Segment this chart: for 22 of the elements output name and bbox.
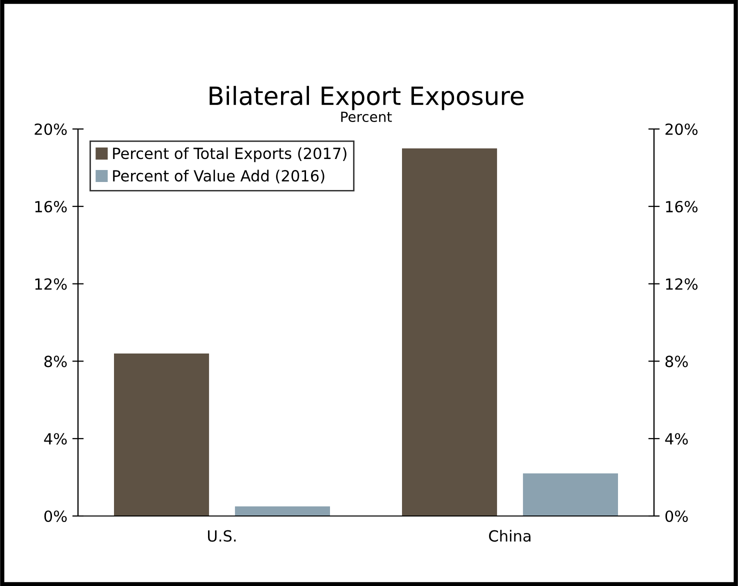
y-tick-label: 4% [44, 433, 67, 445]
y-tick-label: 0% [44, 510, 67, 522]
legend-label: Percent of Total Exports (2017) [113, 147, 346, 162]
bar [522, 473, 618, 516]
x-tick-label: China [489, 530, 530, 542]
x-tick-label: U.S. [208, 530, 236, 542]
y2-tick-label: 20% [666, 123, 698, 136]
y2-tick-label: 8% [665, 356, 688, 368]
y2-tick-label: 16% [666, 200, 698, 212]
y2-tick-label: 0% [665, 510, 688, 522]
chart-title: Bilateral Export Exposure [210, 86, 524, 110]
y-tick-label: 12% [35, 278, 67, 290]
bar [114, 353, 210, 516]
y2-tick-label: 12% [666, 278, 698, 290]
y-tick-label: 8% [44, 356, 67, 368]
y2-tick-label: 4% [665, 433, 688, 445]
y-tick-label: 16% [35, 200, 67, 212]
bar [234, 506, 330, 516]
legend-label: Percent of Value Add (2016) [113, 170, 324, 184]
y-tick-label: 20% [34, 123, 67, 136]
bar [402, 148, 498, 516]
chart-subtitle: Percent [341, 112, 392, 122]
